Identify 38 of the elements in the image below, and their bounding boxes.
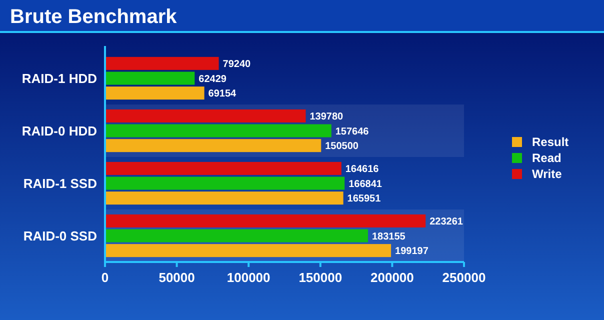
data-label: 69154 [208,88,237,100]
x-tick-label: 250000 [442,270,486,285]
bar [105,56,219,70]
bar [105,214,426,228]
data-label: 199197 [395,246,429,258]
data-label: 150500 [325,141,359,152]
legend-label: Write [532,167,562,182]
data-label: 157646 [335,126,370,138]
y-tick-label: RAID-1 HDD [22,70,97,86]
bar [105,244,392,258]
data-label: 165951 [347,194,382,205]
legend-label: Result [532,135,569,150]
bar [105,176,345,190]
data-label: 164616 [345,164,380,175]
data-label: 62429 [198,74,227,85]
bar [105,139,322,152]
legend-label: Read [532,151,562,166]
y-tick-label: RAID-0 SSD [23,228,97,244]
x-tick-label: 100000 [226,270,270,285]
x-tick-label: 50000 [158,270,195,285]
x-tick-label: 150000 [298,270,342,285]
bar [105,192,344,205]
bar [105,124,332,138]
bar [105,72,195,85]
data-label: 166841 [348,178,382,190]
data-label: 183155 [372,231,406,242]
bar [105,162,342,175]
x-tick-label: 0 [101,270,109,285]
y-tick-label: RAID-0 HDD [22,123,97,138]
bar [105,109,306,122]
chart-title: Brute Benchmark [10,6,178,28]
x-tick-label: 200000 [370,270,414,285]
data-label: 79240 [222,58,252,70]
bar [105,86,204,100]
data-label: 139780 [310,111,344,122]
bar [105,229,368,242]
data-label: 223261 [430,216,464,228]
y-tick-label: RAID-1 SSD [23,176,97,191]
